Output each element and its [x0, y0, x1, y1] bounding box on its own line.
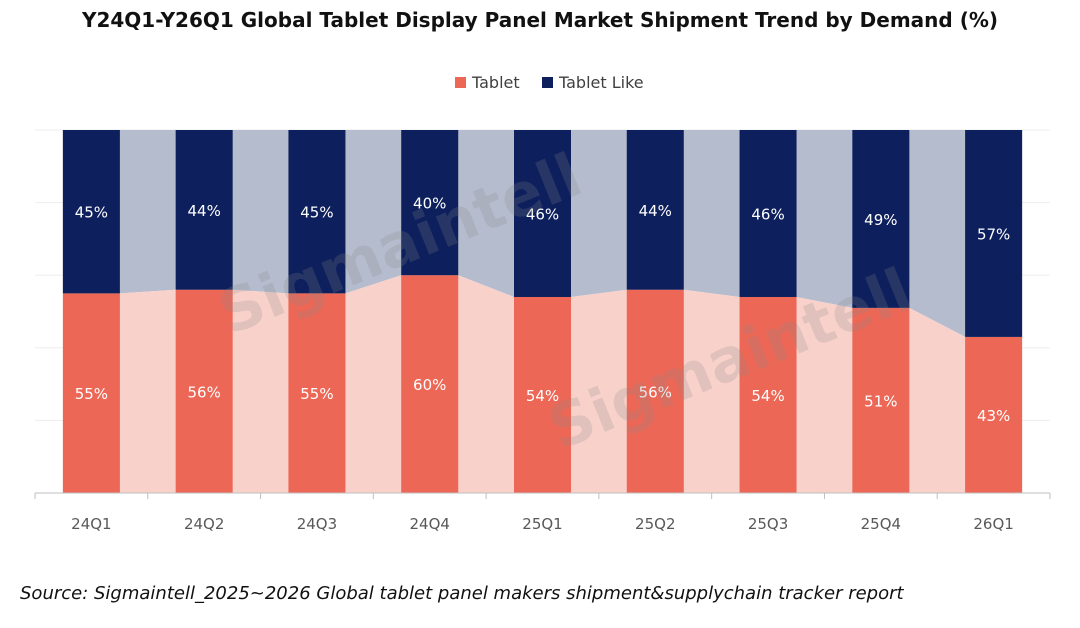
bar-tablet: [852, 307, 910, 493]
bar-tablet-like: [739, 130, 797, 297]
x-tick-label: 25Q1: [522, 515, 562, 533]
data-label-tablet-like: 40%: [413, 195, 446, 213]
data-label-tablet-like: 46%: [526, 205, 559, 223]
legend-label: Tablet Like: [558, 73, 644, 92]
data-label-tablet-like: 45%: [75, 204, 108, 222]
data-label-tablet-like: 44%: [639, 202, 672, 220]
data-label-tablet: 54%: [751, 387, 784, 405]
data-label-tablet: 54%: [526, 387, 559, 405]
x-tick-label: 24Q2: [184, 515, 224, 533]
legend: Tablet Tablet Like: [455, 73, 644, 92]
data-label-tablet: 60%: [413, 376, 446, 394]
data-label-tablet: 55%: [75, 385, 108, 403]
data-label-tablet: 43%: [977, 407, 1010, 425]
bar-tablet-like: [401, 130, 459, 276]
legend-swatch: [542, 77, 553, 88]
data-label-tablet-like: 45%: [300, 204, 333, 222]
bar-tablet-like: [626, 130, 684, 290]
x-tick-label: 25Q2: [635, 515, 675, 533]
data-label-tablet-like: 57%: [977, 225, 1010, 243]
bar-tablet: [965, 336, 1023, 493]
x-tick-label: 26Q1: [973, 515, 1013, 533]
data-label-tablet: 56%: [639, 383, 672, 401]
data-label-tablet-like: 46%: [751, 205, 784, 223]
x-tick-label: 24Q4: [410, 515, 450, 533]
bar-tablet-like: [965, 130, 1023, 337]
bar-tablet-like: [288, 130, 346, 294]
bar-tablet-like: [514, 130, 571, 297]
x-tick-label: 24Q3: [297, 515, 337, 533]
data-labels: 55% 45% 56% 44% 55% 45% 60% 40% 54% 46% 56% 44% 54% 4…: [75, 195, 1011, 425]
data-label-tablet: 56%: [187, 383, 220, 401]
bar-tablet: [288, 293, 346, 493]
bar-tablet: [62, 293, 120, 493]
chart-title: Y24Q1-Y26Q1 Global Tablet Display Panel …: [81, 8, 999, 32]
x-tick-label: 24Q1: [71, 515, 111, 533]
legend-swatch: [455, 77, 466, 88]
data-label-tablet-like: 49%: [864, 211, 897, 229]
legend-label: Tablet: [471, 73, 520, 92]
bar-tablet: [175, 289, 233, 493]
bar-tablet-like: [175, 130, 233, 290]
x-tick-label: 25Q4: [861, 515, 901, 533]
bar-tablet: [739, 296, 797, 493]
bar-tablet: [514, 296, 571, 493]
bar-tablet-like: [62, 130, 120, 294]
data-label-tablet: 51%: [864, 392, 897, 410]
source-note: Source: Sigmaintell_2025~2026 Global tab…: [20, 583, 904, 604]
x-tick-label: 25Q3: [748, 515, 788, 533]
bar-tablet-like: [852, 130, 910, 308]
bar-tablet: [401, 275, 459, 493]
x-axis: 24Q1 24Q2 24Q3 24Q4 25Q1 25Q2 25Q3 25Q4 26Q1: [34, 492, 1051, 533]
data-label-tablet-like: 44%: [187, 202, 220, 220]
bars: [62, 130, 1023, 493]
data-label-tablet: 55%: [300, 385, 333, 403]
bar-tablet: [626, 289, 684, 493]
